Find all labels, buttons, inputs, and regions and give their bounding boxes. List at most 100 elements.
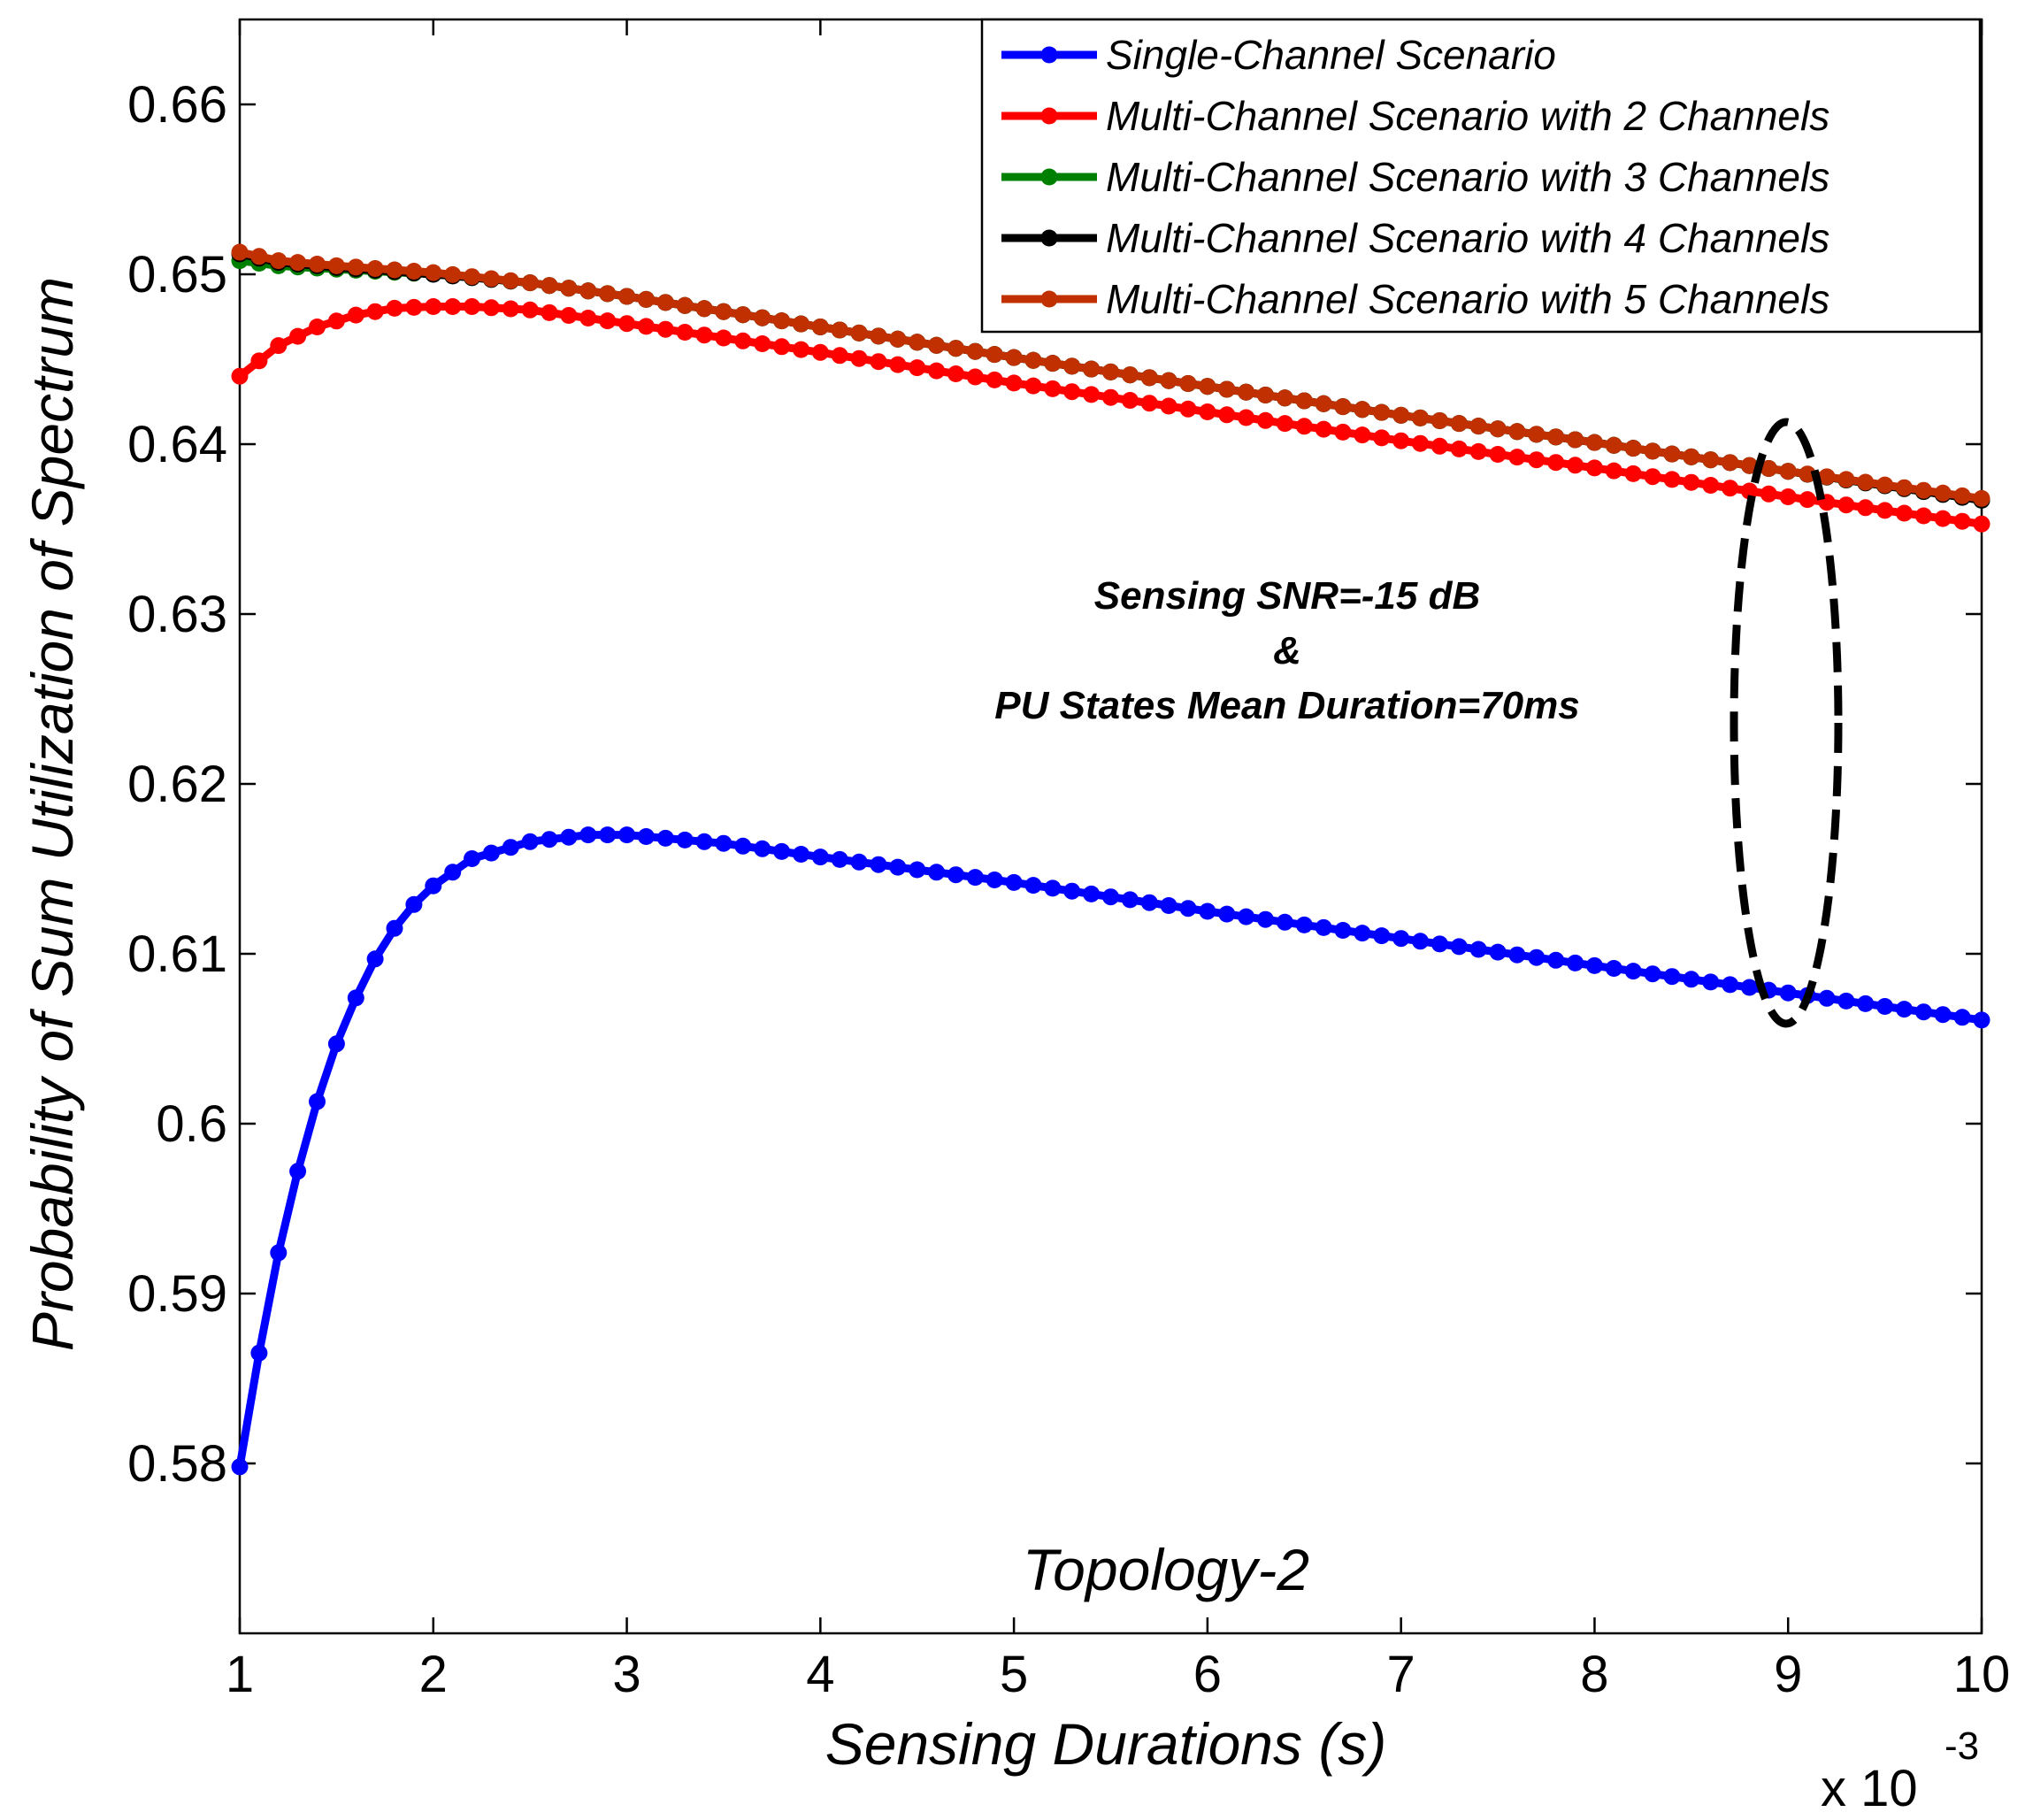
series-point [734, 837, 752, 855]
series-point [1508, 423, 1526, 441]
series-point [1257, 910, 1274, 928]
series-point [850, 324, 868, 342]
series-point [1354, 401, 1371, 419]
series-point [425, 877, 442, 895]
annotation-topology: Topology-2 [1023, 1537, 1309, 1602]
series-point [289, 327, 307, 345]
series-point [1605, 436, 1622, 454]
series-point [1876, 998, 1894, 1015]
series-point [1295, 916, 1313, 933]
series-point [618, 315, 636, 333]
series-point [579, 826, 597, 844]
series-point [1567, 457, 1584, 474]
series-point [1315, 395, 1332, 412]
series-point [1121, 366, 1139, 384]
series-point [1450, 938, 1468, 956]
series-point [1140, 894, 1158, 911]
series-point [250, 1344, 268, 1362]
x-tick-label: 6 [1193, 1646, 1222, 1703]
legend-swatch-marker [1040, 107, 1058, 125]
series-point [1469, 418, 1487, 435]
legend-label: Single-Channel Scenario [1106, 32, 1556, 78]
series-point [1722, 454, 1739, 472]
series-point [695, 326, 713, 344]
series-point [560, 280, 578, 297]
series-point [889, 858, 907, 876]
series-point [1683, 971, 1700, 988]
series-point [309, 319, 326, 335]
series-point [1799, 491, 1816, 509]
legend: Single-Channel Scenario Multi-Channel Sce… [980, 18, 1982, 334]
series-point [1412, 933, 1429, 950]
series-point [1083, 885, 1101, 902]
series-point [1741, 979, 1758, 996]
series-point [386, 919, 403, 937]
legend-item: Multi-Channel Scenario with 3 Channels [1001, 154, 1829, 200]
series-point [1914, 507, 1932, 525]
series-point [1702, 477, 1720, 494]
series-point [1857, 994, 1875, 1012]
series-point [270, 1244, 288, 1262]
series-point [1373, 927, 1391, 945]
series-point [715, 303, 733, 320]
series-point [1199, 378, 1216, 395]
series-point [1121, 392, 1139, 409]
series-point [1392, 432, 1410, 449]
series-point [1934, 1006, 1952, 1024]
series-point [1295, 418, 1313, 435]
y-tick-label: 0.65 [127, 246, 227, 303]
series-point [1140, 369, 1158, 387]
series-point [231, 243, 249, 261]
series-point [425, 264, 442, 281]
series-point [909, 334, 926, 351]
series-point [618, 288, 636, 305]
series-point [637, 290, 655, 308]
series-layer [231, 243, 1990, 1476]
x-tick-label: 5 [1000, 1646, 1028, 1703]
series-point [1644, 442, 1661, 460]
series-point [366, 260, 384, 277]
x-tick-label: 3 [612, 1646, 640, 1703]
series-point [1818, 989, 1836, 1007]
series-point [464, 850, 480, 867]
legend-label: Multi-Channel Scenario with 5 Channels [1106, 276, 1829, 322]
series-point [1799, 465, 1816, 483]
series-point [928, 362, 946, 380]
y-tick-label: 0.62 [127, 756, 227, 813]
series-point [1857, 499, 1875, 517]
series-point [811, 343, 829, 361]
y-tick-label: 0.64 [127, 416, 227, 473]
series-point [676, 324, 694, 341]
series-point [928, 336, 946, 354]
series-point [1063, 383, 1081, 401]
series-point [1528, 948, 1546, 966]
series-point [444, 265, 462, 283]
y-tick-label: 0.59 [127, 1265, 227, 1323]
series-point [1663, 968, 1681, 986]
series-point [1760, 460, 1777, 477]
legend-item: Multi-Channel Scenario with 4 Channels [1001, 215, 1829, 261]
series-point [947, 365, 964, 382]
series-point [734, 306, 752, 324]
series-point [947, 340, 964, 357]
series-point [1779, 984, 1797, 1002]
series-point [1547, 951, 1565, 969]
series-point [444, 298, 462, 315]
x-tick-label: 10 [1953, 1646, 2011, 1703]
series-point [599, 312, 617, 330]
series-point [347, 258, 364, 276]
series-point [637, 828, 655, 845]
series-point [1179, 400, 1197, 418]
series-point [482, 299, 500, 317]
series-point [1779, 463, 1797, 480]
series-point [1644, 468, 1661, 486]
series-point [754, 335, 771, 352]
series-point [1412, 434, 1429, 452]
series-point [482, 270, 500, 288]
series-point [1218, 380, 1236, 398]
series-point [793, 315, 809, 333]
y-tick-label: 0.58 [127, 1435, 227, 1493]
x-tick-label: 1 [226, 1646, 254, 1703]
series-point [1276, 389, 1293, 407]
series-point [1450, 415, 1468, 433]
